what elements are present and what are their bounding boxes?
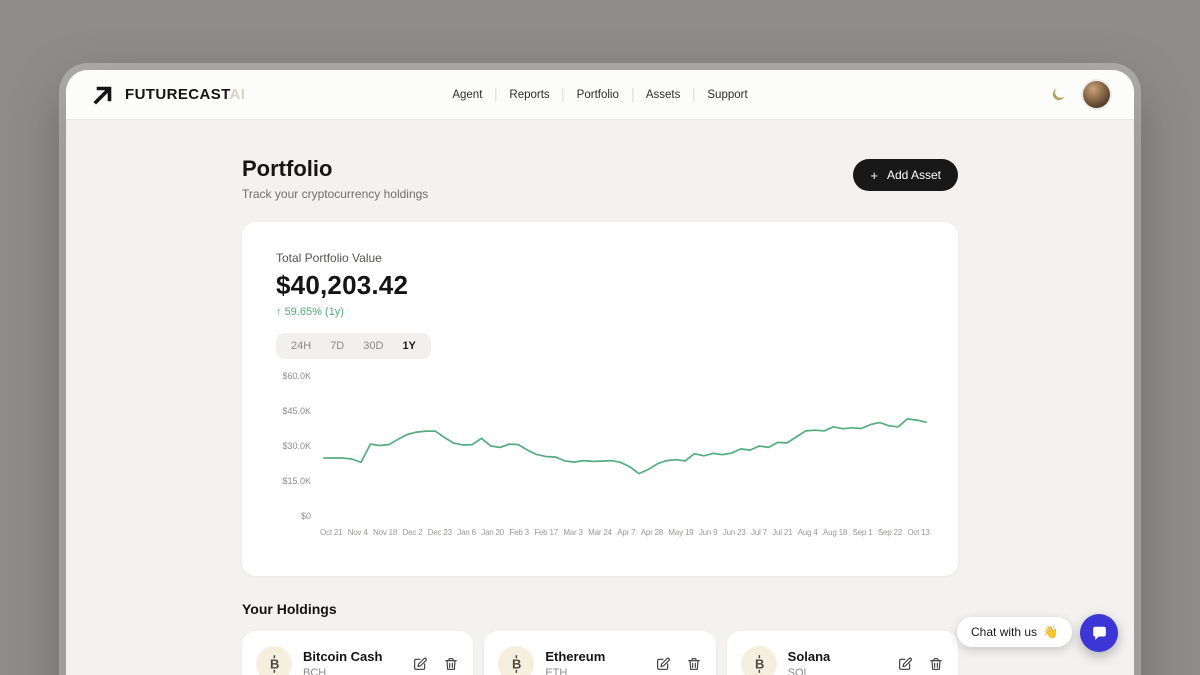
holding-card: B Bitcoin Cash BCH [242,631,474,675]
value-change-badge: ↑ 59.65% (1y) [276,306,344,318]
x-tick-label: Jan 20 [481,528,505,537]
x-tick-label: Jan 6 [457,528,476,537]
nav-links: Agent Reports Portfolio Assets Support [439,87,760,102]
x-tick-label: Dec 2 [402,528,423,537]
nav-link-agent[interactable]: Agent [439,87,497,102]
delete-asset-icon[interactable] [443,656,459,672]
chart-x-axis: Oct 21 Nov 4 Nov 18 Dec 2 Dec 23 Jan 6 Jan 20 F… [320,528,930,537]
x-tick-label: Mar 3 [563,528,583,537]
x-tick-label: Feb 3 [509,528,529,537]
holding-card: B Ethereum ETH [484,631,716,675]
top-nav: FUTURECASTAI Agent Reports Portfolio Assets… [66,70,1134,120]
edit-asset-icon[interactable] [655,656,671,672]
delete-asset-icon[interactable] [928,656,944,672]
asset-symbol: ETH [545,667,568,675]
x-tick-label: Oct 13 [907,528,930,537]
total-value-amount: $40,203.42 [276,270,409,300]
page-header: Portfolio Track your cryptocurrency hold… [242,156,958,201]
x-tick-label: Jul 7 [750,528,767,537]
y-tick-label: $30.0K [282,441,311,451]
brand-suffix: AI [229,86,246,103]
x-tick-label: Sep 22 [877,528,902,537]
holdings-section-title: Your Holdings [242,601,337,617]
x-tick-label: Jul 21 [772,528,793,537]
asset-name: Solana [787,649,831,664]
plus-icon: + [870,167,878,183]
bitcoin-symbol-icon: B [740,646,777,675]
page-subtitle: Track your cryptocurrency holdings [242,187,429,201]
x-tick-label: Dec 23 [427,528,452,537]
x-tick-label: Oct 21 [320,528,343,537]
nav-link-support[interactable]: Support [707,88,748,101]
add-asset-button[interactable]: + Add Asset [853,159,958,191]
holding-card: B Solana SOL [726,631,958,675]
waving-hand-emoji: 👋 [1043,625,1058,639]
holdings-cards: B Bitcoin Cash BCH [242,631,958,675]
x-tick-label: Nov 4 [347,528,368,537]
asset-symbol: BCH [303,667,327,675]
chat-with-us-pill[interactable]: Chat with us 👋 [957,617,1072,647]
edit-asset-icon[interactable] [897,656,913,672]
page-title: Portfolio [242,156,333,181]
svg-text:B: B [512,657,521,672]
user-avatar[interactable] [1083,81,1110,108]
x-tick-label: Aug 18 [823,528,848,537]
chat-launcher-button[interactable] [1080,614,1118,652]
portfolio-line-series [323,418,927,475]
nav-link-assets[interactable]: Assets [633,87,695,102]
nav-right [1050,81,1110,108]
nav-link-portfolio[interactable]: Portfolio [564,87,633,102]
x-tick-label: Apr 28 [640,528,664,537]
x-tick-label: Jun 23 [722,528,746,537]
svg-text:B: B [755,657,764,672]
x-tick-label: Feb 17 [534,528,558,537]
bitcoin-symbol-icon: B [256,646,292,675]
chat-bubble-icon [1090,624,1109,643]
asset-symbol: SOL [787,667,810,675]
asset-name: Ethereum [545,649,606,664]
x-tick-label: Apr 7 [617,528,636,537]
brand-name: FUTURECASTAI [125,86,246,103]
app-window: FUTURECASTAI Agent Reports Portfolio Assets… [66,70,1134,675]
chart-plot-area [320,371,930,521]
y-tick-label: $15.0K [282,476,311,486]
chat-label: Chat with us [971,625,1038,639]
y-tick-label: $0 [300,511,311,521]
brand-logo[interactable]: FUTURECASTAI [90,82,245,108]
total-value-label: Total Portfolio Value [276,251,382,265]
x-tick-label: Jun 9 [698,528,718,537]
time-range-1y[interactable]: 1Y [402,340,416,352]
svg-text:B: B [270,657,279,672]
y-tick-label: $45.0K [282,406,311,416]
x-tick-label: Nov 18 [373,528,398,537]
y-tick-label: $60.0K [282,371,311,381]
delete-asset-icon[interactable] [686,656,702,672]
chart-y-axis: $60.0K $45.0K $30.0K $15.0K $0 [276,371,320,521]
time-range-7d[interactable]: 7D [330,340,345,352]
edit-asset-icon[interactable] [412,656,428,672]
time-range-selector: 24H 7D 30D 1Y [276,333,431,359]
time-range-30d[interactable]: 30D [363,340,384,352]
arrow-up-right-logo-icon [90,82,116,108]
bitcoin-symbol-icon: B [498,646,535,675]
x-tick-label: Mar 24 [588,528,612,537]
portfolio-chart-svg [323,418,927,475]
portfolio-value-card: Total Portfolio Value $40,203.42 ↑ 59.65… [242,222,958,576]
time-range-24h[interactable]: 24H [291,340,312,352]
nav-link-reports[interactable]: Reports [496,87,564,102]
asset-name: Bitcoin Cash [303,649,383,664]
x-tick-label: Aug 4 [797,528,818,537]
x-tick-label: May 19 [668,528,694,537]
portfolio-chart: $60.0K $45.0K $30.0K $15.0K $0 [276,371,930,521]
x-tick-label: Sep 1 [852,528,873,537]
dark-mode-moon-icon[interactable] [1050,86,1068,104]
add-asset-label: Add Asset [886,168,941,182]
